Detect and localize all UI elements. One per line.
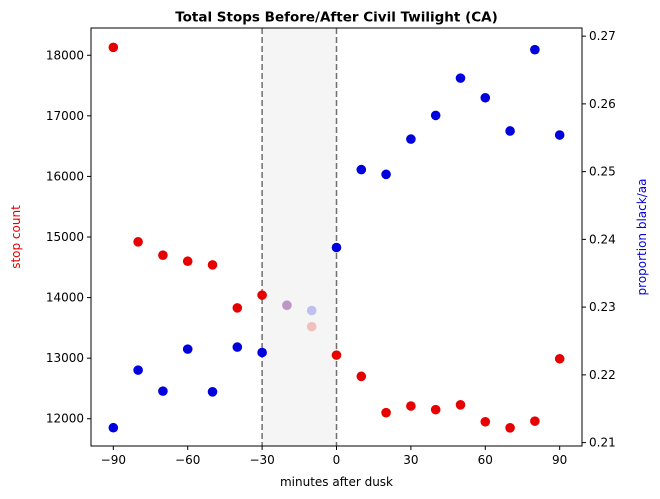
x-axis-label: minutes after dusk	[280, 475, 393, 489]
stop-count-point-10	[356, 372, 366, 382]
stop-count-point-12	[406, 401, 416, 411]
stop-count-point-2	[158, 250, 168, 260]
y-right-tick-label: 0.21	[589, 436, 616, 450]
y-right-tick-label: 0.24	[589, 232, 616, 246]
y-left-tick-label: 13000	[46, 351, 84, 365]
y-axis-left-label: stop count	[9, 205, 23, 269]
stop-count-point-8	[307, 322, 317, 332]
proportion-point-8	[307, 306, 317, 316]
y-left-tick-label: 17000	[46, 109, 84, 123]
proportion-point-10	[356, 165, 366, 175]
proportion-point-2	[158, 386, 168, 396]
y-left-tick-label: 15000	[46, 230, 84, 244]
twilight-shade	[262, 28, 336, 446]
stop-count-point-14	[456, 400, 466, 410]
proportion-point-13	[431, 111, 441, 121]
y-right-tick-label: 0.26	[589, 97, 616, 111]
proportion-point-6	[257, 348, 267, 358]
stop-count-point-18	[555, 354, 565, 364]
y-right-tick-label: 0.25	[589, 165, 616, 179]
proportion-point-18	[555, 130, 565, 140]
proportion-point-0	[109, 423, 119, 433]
x-tick-label: 30	[403, 453, 418, 467]
stop-count-point-15	[480, 417, 490, 427]
proportion-point-15	[480, 93, 490, 103]
stop-count-point-3	[183, 256, 193, 266]
x-tick-label: 90	[552, 453, 567, 467]
proportion-point-4	[208, 387, 218, 397]
x-tick-label: 0	[333, 453, 341, 467]
x-tick-label: −30	[249, 453, 274, 467]
y-right-tick-label: 0.27	[589, 29, 616, 43]
y-axis-right-label: proportion black/aa	[635, 179, 649, 296]
proportion-point-5	[233, 342, 243, 352]
x-tick-label: −60	[175, 453, 200, 467]
stop-count-point-6	[257, 290, 267, 300]
stop-count-point-11	[381, 408, 391, 418]
stop-count-point-4	[208, 260, 218, 270]
stop-count-point-9	[332, 350, 342, 360]
x-tick-label: 60	[478, 453, 493, 467]
y-left-tick-label: 18000	[46, 48, 84, 62]
proportion-point-17	[530, 45, 540, 55]
x-tick-label: −90	[101, 453, 126, 467]
y-left-tick-label: 12000	[46, 412, 84, 426]
chart-title: Total Stops Before/After Civil Twilight …	[175, 10, 498, 26]
y-right-tick-label: 0.22	[589, 368, 616, 382]
proportion-point-11	[381, 170, 391, 180]
proportion-point-12	[406, 134, 416, 144]
y-right-tick-label: 0.23	[589, 300, 616, 314]
y-left-tick-label: 14000	[46, 291, 84, 305]
proportion-point-7	[282, 300, 292, 310]
stop-count-point-16	[505, 423, 515, 433]
proportion-point-1	[133, 365, 143, 375]
stop-count-point-17	[530, 416, 540, 426]
stop-count-point-1	[133, 237, 143, 247]
proportion-point-9	[332, 243, 342, 253]
plot-area	[109, 28, 565, 446]
stop-count-point-13	[431, 405, 441, 415]
proportion-point-3	[183, 344, 193, 354]
stop-count-point-5	[233, 303, 243, 313]
stop-count-point-0	[109, 43, 119, 53]
proportion-point-14	[456, 73, 466, 83]
y-left-tick-label: 16000	[46, 169, 84, 183]
proportion-point-16	[505, 126, 515, 136]
